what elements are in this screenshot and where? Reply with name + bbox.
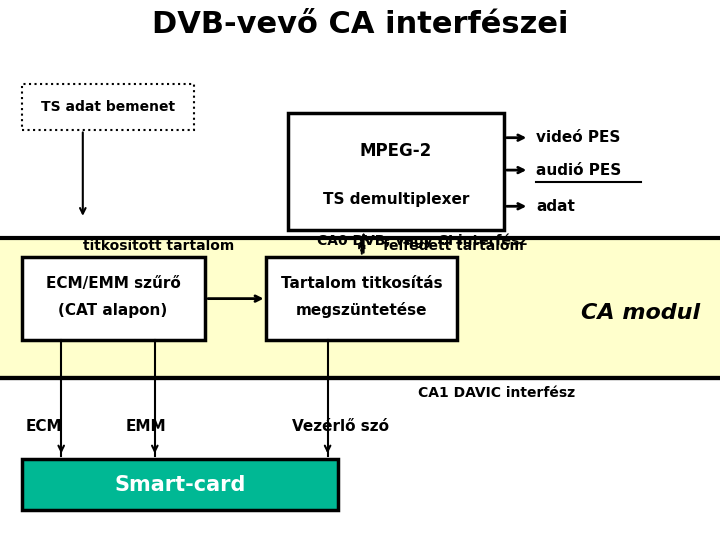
Polygon shape bbox=[22, 84, 194, 130]
Text: ECM/EMM szűrő: ECM/EMM szűrő bbox=[45, 276, 181, 291]
Text: MPEG-2: MPEG-2 bbox=[360, 142, 432, 160]
Text: CA modul: CA modul bbox=[581, 303, 701, 323]
Text: CA1 DAVIC interfész: CA1 DAVIC interfész bbox=[418, 386, 575, 400]
Text: audió PES: audió PES bbox=[536, 163, 621, 178]
Text: TS adat bemenet: TS adat bemenet bbox=[41, 100, 175, 113]
Text: (CAT alapon): (CAT alapon) bbox=[58, 303, 168, 318]
Text: Vezérlő szó: Vezérlő szó bbox=[292, 419, 389, 434]
Text: Tartalom titkosítás: Tartalom titkosítás bbox=[281, 276, 442, 291]
Text: titkosított tartalom: titkosított tartalom bbox=[83, 239, 234, 253]
Text: EMM: EMM bbox=[126, 419, 166, 434]
Text: videó PES: videó PES bbox=[536, 130, 621, 145]
Text: felfedett tartalom: felfedett tartalom bbox=[383, 239, 524, 253]
Text: adat: adat bbox=[536, 199, 575, 214]
FancyBboxPatch shape bbox=[22, 459, 338, 510]
Text: DVB-vevő CA interfészei: DVB-vevő CA interfészei bbox=[152, 10, 568, 39]
FancyBboxPatch shape bbox=[266, 256, 457, 340]
Text: megszüntetése: megszüntetése bbox=[296, 302, 427, 319]
FancyBboxPatch shape bbox=[288, 113, 504, 230]
Text: Smart-card: Smart-card bbox=[114, 475, 246, 495]
FancyBboxPatch shape bbox=[0, 238, 720, 378]
Text: ECM: ECM bbox=[25, 419, 62, 434]
Text: TS demultiplexer: TS demultiplexer bbox=[323, 192, 469, 207]
Text: CA0 DVB, vagy CI interfész: CA0 DVB, vagy CI interfész bbox=[317, 233, 527, 247]
FancyBboxPatch shape bbox=[22, 256, 205, 340]
